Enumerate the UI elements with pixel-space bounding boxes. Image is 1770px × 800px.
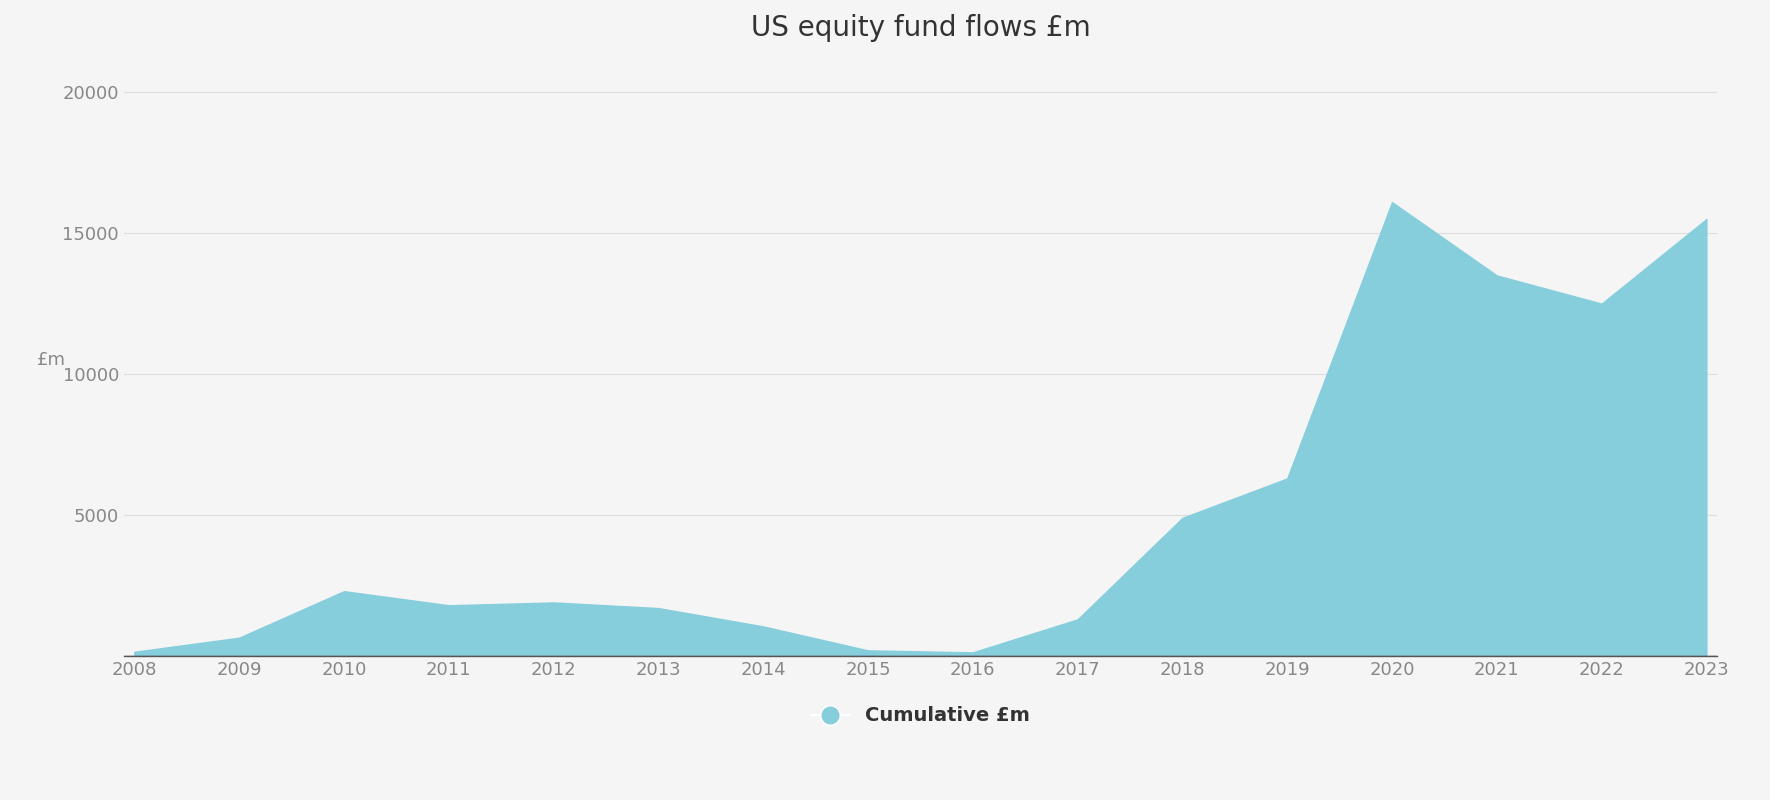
Legend: Cumulative £m: Cumulative £m	[802, 697, 1039, 735]
Y-axis label: £m: £m	[37, 351, 65, 369]
Title: US equity fund flows £m: US equity fund flows £m	[750, 14, 1090, 42]
